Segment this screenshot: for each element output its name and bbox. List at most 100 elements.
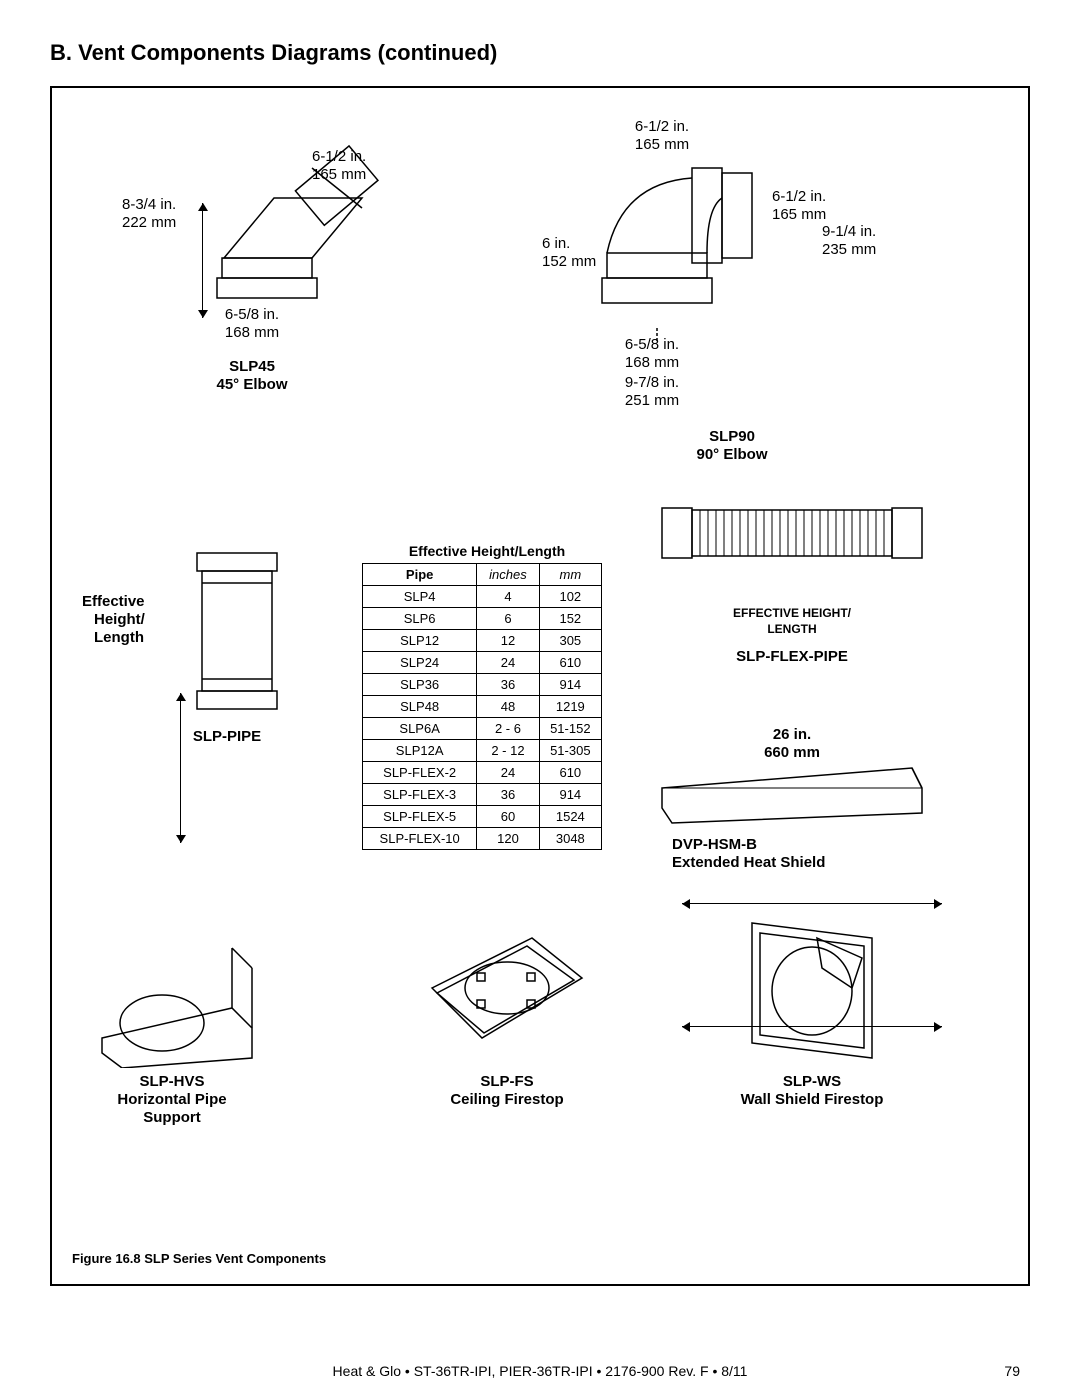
table-cell: SLP-FLEX-2 — [363, 762, 477, 784]
slp45-dim-top-in: 6-1/2 in. — [312, 148, 366, 167]
slp90-diagram — [562, 128, 862, 358]
table-row: SLP-FLEX-336914 — [363, 784, 602, 806]
slp-pipe-arrow — [180, 693, 181, 843]
slp90-dim-right-mm: 165 mm — [772, 206, 826, 225]
fs-l2: Ceiling Firestop — [422, 1091, 592, 1110]
ws-l1: SLP-WS — [712, 1073, 912, 1092]
page-number: 79 — [1004, 1363, 1020, 1379]
slp-pipe-title: SLP-PIPE — [167, 728, 287, 747]
table-cell: SLP24 — [363, 652, 477, 674]
table-cell: 48 — [477, 696, 539, 718]
table-row: SLP-FLEX-224610 — [363, 762, 602, 784]
slp-pipe-side-l3: Length — [94, 629, 144, 648]
slp90-dim-right2-mm: 235 mm — [822, 241, 876, 260]
table-cell: SLP12A — [363, 740, 477, 762]
slp90-title-l1: SLP90 — [662, 428, 802, 447]
table-cell: 60 — [477, 806, 539, 828]
table-cell: 305 — [539, 630, 601, 652]
table-row: SLP2424610 — [363, 652, 602, 674]
table-cell: 914 — [539, 784, 601, 806]
ws-diagram — [722, 903, 902, 1068]
flex-label-l2: LENGTH — [692, 622, 892, 637]
slp45-dim-bot-in: 6-5/8 in. — [212, 306, 292, 325]
table-cell: 36 — [477, 674, 539, 696]
slp45-title-l2: 45° Elbow — [197, 376, 307, 395]
heatshield-title-l2: Extended Heat Shield — [672, 854, 825, 873]
table-cell: SLP4 — [363, 586, 477, 608]
slp90-title-l2: 90° Elbow — [662, 446, 802, 465]
slp90-dim-right-in: 6-1/2 in. — [772, 188, 826, 207]
table-cell: 2 - 6 — [477, 718, 539, 740]
slp90-dim-bot1-in: 6-5/8 in. — [607, 336, 697, 355]
table-cell: 24 — [477, 652, 539, 674]
page-frame: 6-1/2 in. 165 mm 8-3/4 in. 222 mm 6-5/8 … — [50, 86, 1030, 1286]
table-title: Effective Height/Length — [362, 543, 612, 559]
table-row: SLP1212305 — [363, 630, 602, 652]
slp-pipe-side-l2: Height/ — [94, 611, 145, 630]
flex-pipe-diagram — [652, 488, 932, 578]
table-cell: 102 — [539, 586, 601, 608]
slp90-dim-bot2-mm: 251 mm — [607, 392, 697, 411]
th-mm: mm — [539, 564, 601, 586]
table-cell: SLP36 — [363, 674, 477, 696]
fs-diagram — [422, 918, 592, 1068]
pipe-table-wrap: Effective Height/Length Pipe inches mm S… — [362, 543, 612, 850]
slp90-dim-left-in: 6 in. — [542, 235, 570, 254]
slp90-dim-bot1-mm: 168 mm — [607, 354, 697, 373]
heatshield-dim-in: 26 in. — [742, 726, 842, 745]
table-row: SLP12A2 - 1251-305 — [363, 740, 602, 762]
figure-caption: Figure 16.8 SLP Series Vent Components — [72, 1251, 326, 1266]
flex-label-l1: EFFECTIVE HEIGHT/ — [692, 606, 892, 621]
ws-l2: Wall Shield Firestop — [712, 1091, 912, 1110]
footer-text: Heat & Glo • ST-36TR-IPI, PIER-36TR-IPI … — [0, 1363, 1080, 1379]
slp-pipe-side-l1: Effective — [82, 593, 145, 612]
slp45-dim-bot-mm: 168 mm — [212, 324, 292, 343]
table-cell: 12 — [477, 630, 539, 652]
table-row: SLP-FLEX-5601524 — [363, 806, 602, 828]
slp-pipe-diagram — [172, 543, 302, 723]
flex-title: SLP-FLEX-PIPE — [692, 648, 892, 667]
slp45-title-l1: SLP45 — [197, 358, 307, 377]
table-cell: 1219 — [539, 696, 601, 718]
heatshield-dim-mm: 660 mm — [742, 744, 842, 763]
heatshield-title-l1: DVP-HSM-B — [672, 836, 757, 855]
table-cell: 4 — [477, 586, 539, 608]
table-cell: 1524 — [539, 806, 601, 828]
section-title: B. Vent Components Diagrams (continued) — [50, 40, 1030, 66]
table-cell: SLP48 — [363, 696, 477, 718]
table-cell: SLP-FLEX-5 — [363, 806, 477, 828]
slp90-dim-left-mm: 152 mm — [542, 253, 596, 272]
table-cell: SLP6A — [363, 718, 477, 740]
slp90-dim-top-mm: 165 mm — [622, 136, 702, 155]
table-row: SLP6A2 - 651-152 — [363, 718, 602, 740]
table-row: SLP44102 — [363, 586, 602, 608]
table-cell: 6 — [477, 608, 539, 630]
th-inches: inches — [477, 564, 539, 586]
fs-l1: SLP-FS — [422, 1073, 592, 1092]
table-cell: 51-305 — [539, 740, 601, 762]
table-row: SLP66152 — [363, 608, 602, 630]
table-cell: SLP-FLEX-3 — [363, 784, 477, 806]
table-cell: 2 - 12 — [477, 740, 539, 762]
table-cell: 610 — [539, 762, 601, 784]
slp90-dim-right2-in: 9-1/4 in. — [822, 223, 876, 242]
table-row: SLP48481219 — [363, 696, 602, 718]
hvs-diagram — [82, 918, 272, 1068]
hvs-l2: Horizontal Pipe — [92, 1091, 252, 1110]
slp90-dim-bot2-in: 9-7/8 in. — [607, 374, 697, 393]
table-cell: SLP-FLEX-10 — [363, 828, 477, 850]
hvs-l3: Support — [92, 1109, 252, 1128]
table-cell: 3048 — [539, 828, 601, 850]
slp45-left-arrow — [202, 203, 203, 318]
slp45-dim-left-in: 8-3/4 in. — [122, 196, 176, 215]
table-cell: 152 — [539, 608, 601, 630]
slp45-dim-left-mm: 222 mm — [122, 214, 176, 233]
table-cell: 24 — [477, 762, 539, 784]
table-row: SLP-FLEX-101203048 — [363, 828, 602, 850]
table-cell: 120 — [477, 828, 539, 850]
table-cell: SLP6 — [363, 608, 477, 630]
table-cell: 914 — [539, 674, 601, 696]
table-cell: 51-152 — [539, 718, 601, 740]
slp45-dim-top-mm: 165 mm — [312, 166, 366, 185]
table-row: SLP3636914 — [363, 674, 602, 696]
